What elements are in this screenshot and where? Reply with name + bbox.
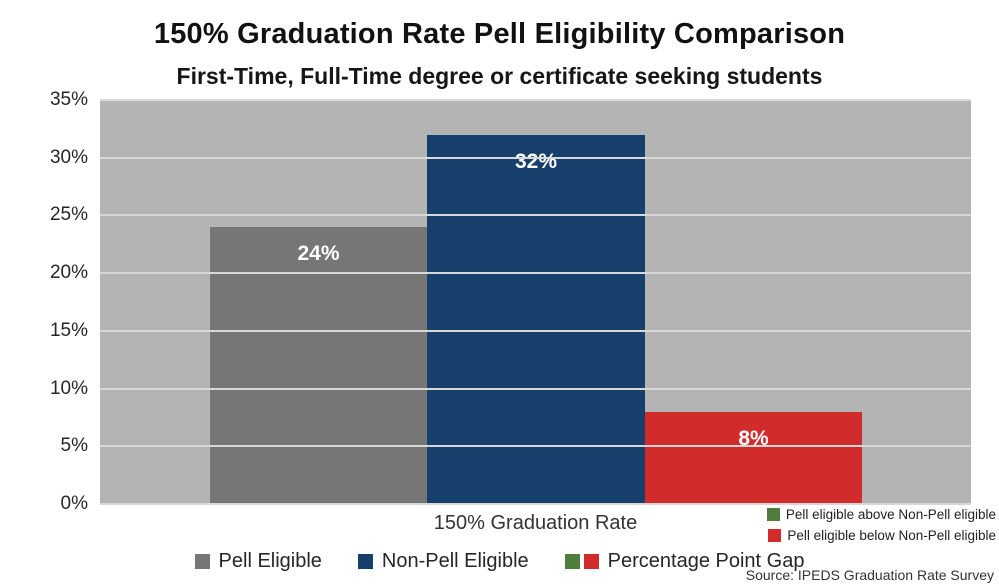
gridline xyxy=(100,214,971,217)
bar-non-pell-eligible: 32% xyxy=(427,134,645,504)
legend-item-label: Percentage Point Gap xyxy=(607,550,805,572)
legend-item-label: Pell Eligible xyxy=(218,550,322,572)
gridline xyxy=(100,272,971,275)
gridline xyxy=(100,156,971,159)
bar-percentage-point-gap: 8% xyxy=(645,411,862,504)
y-tick-label: 35% xyxy=(49,89,88,110)
red-swatch-icon xyxy=(768,529,782,542)
legend-item-pell-eligible: Pell Eligible xyxy=(194,550,322,573)
green-swatch-icon xyxy=(766,508,780,521)
legend-swatch-icon xyxy=(583,554,599,569)
y-tick-label: 30% xyxy=(49,146,88,168)
gridline xyxy=(100,445,971,448)
legend-swatch-icon xyxy=(564,554,580,569)
gridline xyxy=(100,99,971,101)
bar-value-label: 32% xyxy=(514,149,558,173)
legend-item-label: Pell eligible below Non-Pell eligible xyxy=(787,528,996,543)
legend-swatches xyxy=(357,554,373,569)
plot-area: 24% 32% 8% xyxy=(100,99,971,505)
legend-swatch-icon xyxy=(194,554,210,569)
legend-swatches xyxy=(194,554,210,569)
y-axis: 0% 5% 10% 15% 20% 25% 30% 35% xyxy=(0,89,88,514)
bar-pell-eligible: 24% xyxy=(210,226,427,504)
y-tick-label: 0% xyxy=(60,493,88,514)
gridline xyxy=(100,503,971,505)
legend-swatch-icon xyxy=(357,554,373,569)
gap-direction-legend: Pell eligible above Non-Pell eligible Pe… xyxy=(766,507,996,549)
gridline xyxy=(100,329,971,332)
legend-item-non-pell-eligible: Non-Pell Eligible xyxy=(357,550,529,573)
y-tick-label: 20% xyxy=(49,262,88,284)
y-tick-label: 15% xyxy=(49,319,88,341)
bar-value-label: 8% xyxy=(738,426,769,450)
y-tick-label: 10% xyxy=(49,377,88,399)
legend-swatches xyxy=(564,554,599,569)
series-legend: Pell Eligible Non-Pell Eligible Percenta… xyxy=(0,550,999,573)
legend-item-label: Non-Pell Eligible xyxy=(381,550,529,572)
legend-item-percentage-point-gap: Percentage Point Gap xyxy=(564,550,805,573)
legend-item-above: Pell eligible above Non-Pell eligible xyxy=(766,507,996,522)
chart-title: 150% Graduation Rate Pell Eligibility Co… xyxy=(153,18,846,50)
chart-subtitle: First-Time, Full-Time degree or certific… xyxy=(176,63,823,89)
y-tick-label: 25% xyxy=(49,204,88,226)
gridline xyxy=(100,387,971,390)
y-tick-label: 5% xyxy=(60,435,88,457)
legend-item-below: Pell eligible below Non-Pell eligible xyxy=(767,528,996,543)
legend-item-label: Pell eligible above Non-Pell eligible xyxy=(785,507,996,522)
x-axis-category-label: 150% Graduation Rate xyxy=(433,512,638,534)
bar-value-label: 24% xyxy=(297,241,340,265)
source-note: Source: IPEDS Graduation Rate Survey xyxy=(745,567,994,583)
